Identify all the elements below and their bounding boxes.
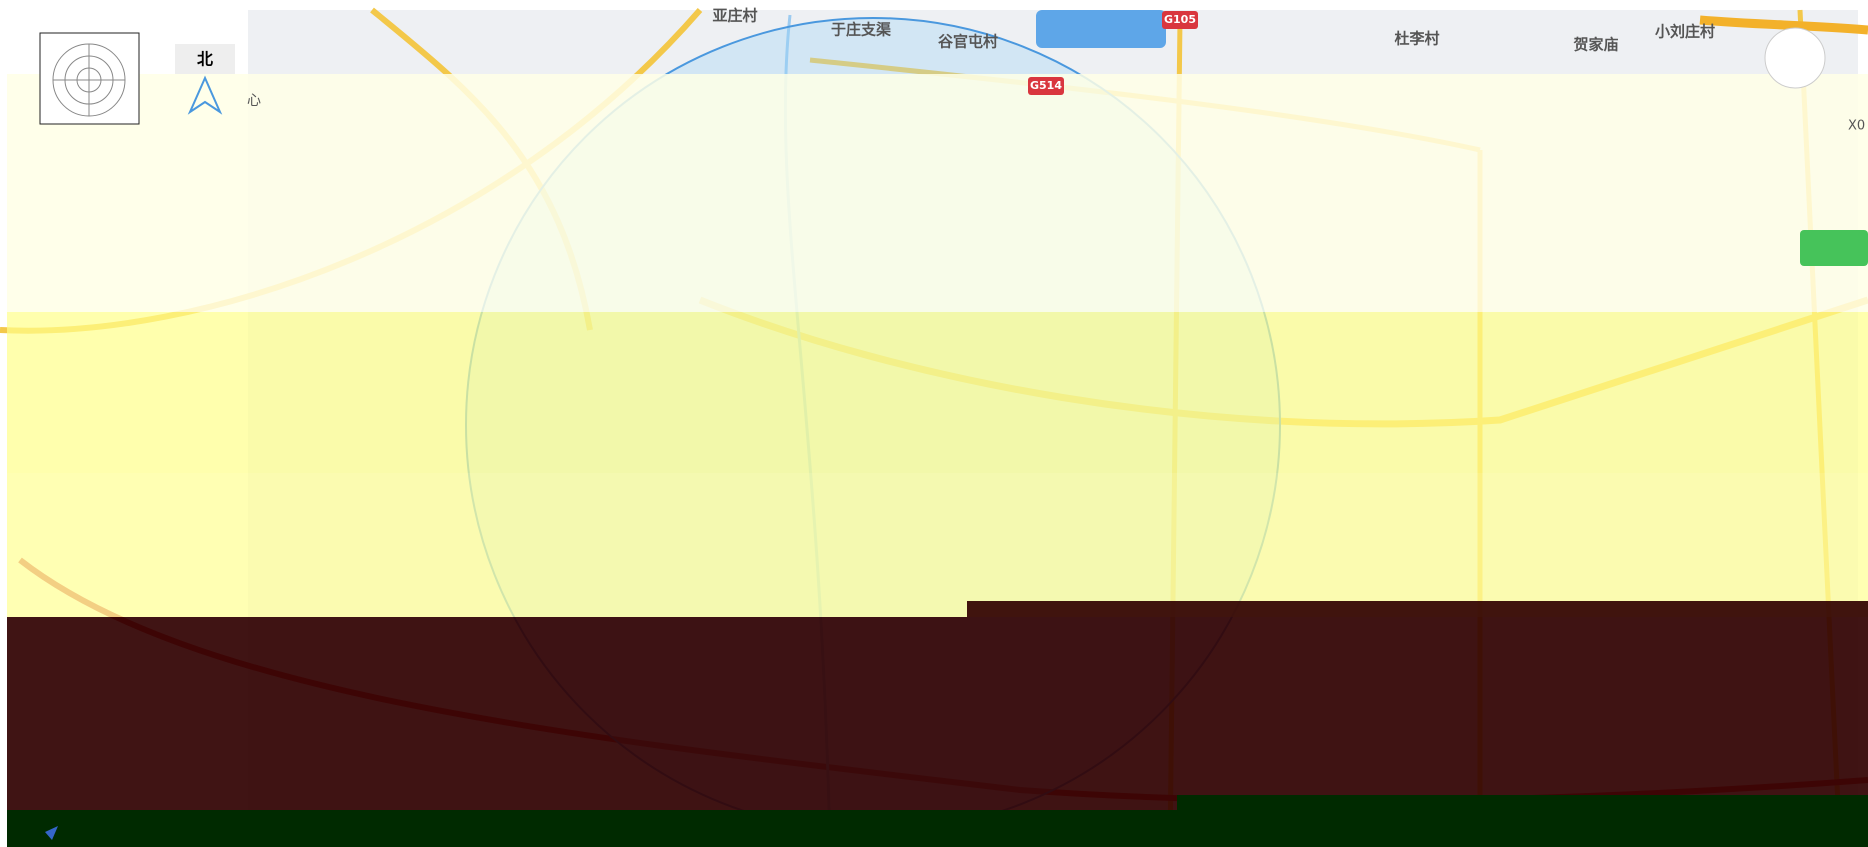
tool-button[interactable] bbox=[1800, 230, 1868, 266]
pan-control[interactable] bbox=[1764, 27, 1826, 89]
water-body bbox=[1036, 10, 1166, 48]
zoom-label: X0 bbox=[1848, 119, 1865, 134]
road-shield-label: G105 bbox=[1164, 13, 1196, 26]
north-arrow bbox=[187, 75, 223, 115]
place-label: 谷官屯村 bbox=[938, 33, 998, 51]
road-shield bbox=[1162, 11, 1198, 29]
place-label: 于庄支渠 bbox=[831, 21, 891, 39]
north-box bbox=[175, 44, 235, 74]
road-shield bbox=[1028, 77, 1064, 95]
overlay-band bbox=[7, 312, 1868, 473]
place-label: 亚庄村 bbox=[712, 7, 757, 25]
road-shield-label: G514 bbox=[1030, 79, 1062, 92]
center-label: 心 bbox=[247, 93, 261, 109]
place-label: 小刘庄村 bbox=[1655, 23, 1715, 41]
overlay-band bbox=[7, 473, 1868, 617]
north-label: 北 bbox=[197, 50, 213, 69]
place-label: 杜李村 bbox=[1394, 30, 1439, 48]
overlay-band bbox=[967, 601, 1868, 617]
place-label: 贺家庙 bbox=[1572, 36, 1618, 54]
locator-icon bbox=[45, 826, 58, 840]
overlay-band bbox=[7, 810, 1868, 847]
overlay-band bbox=[7, 617, 1868, 810]
overlay-band bbox=[7, 74, 1868, 312]
overlay-band bbox=[1177, 795, 1868, 810]
compass-rings bbox=[52, 43, 126, 117]
